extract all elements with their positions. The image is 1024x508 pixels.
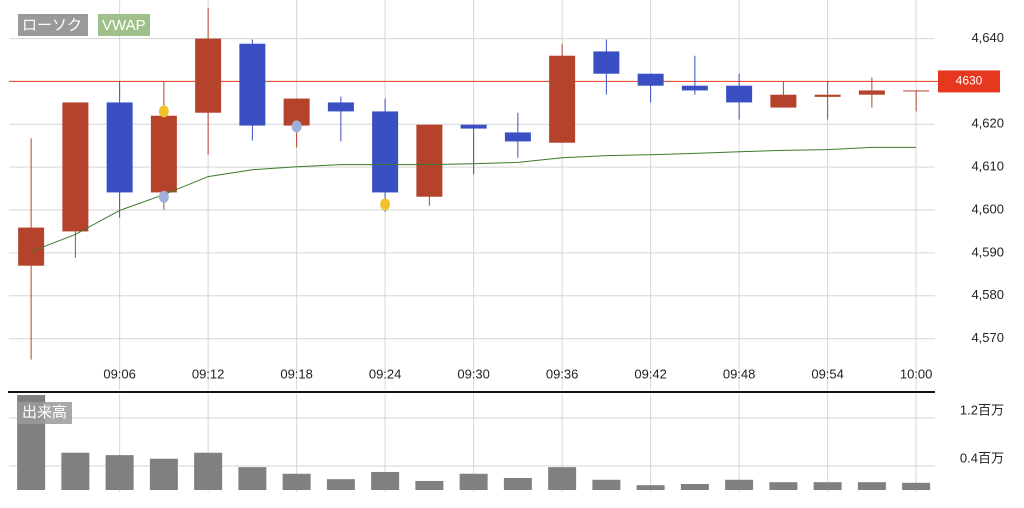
y-tick-label: 0.4百万 xyxy=(960,450,1004,465)
y-tick-label: 4,640 xyxy=(971,30,1004,45)
volume-bar xyxy=(61,452,90,490)
candle-body xyxy=(593,51,620,74)
volume-bar xyxy=(592,479,621,490)
volume-bar xyxy=(636,485,665,490)
legend-label: VWAP xyxy=(102,17,146,34)
volume-bar xyxy=(857,482,886,490)
volume-bar xyxy=(149,458,178,490)
panel-label-box xyxy=(18,402,72,424)
candle-body xyxy=(195,38,222,113)
candle-body xyxy=(150,115,177,193)
candle-body xyxy=(239,43,266,126)
last-price-label: 4630 xyxy=(956,74,983,88)
y-tick-label: 4,600 xyxy=(971,201,1004,216)
volume-bar xyxy=(238,467,267,490)
x-tick-label: 09:54 xyxy=(811,366,844,381)
volume-bar xyxy=(371,471,400,490)
x-tick-label: 09:12 xyxy=(192,366,225,381)
x-tick-label: 09:06 xyxy=(103,366,136,381)
volume-bar xyxy=(769,482,798,490)
y-tick-label: 4,590 xyxy=(971,244,1004,259)
candle-body xyxy=(504,132,531,142)
candle-body xyxy=(416,124,443,197)
candle-body xyxy=(726,85,753,103)
y-tick-label: 4,610 xyxy=(971,159,1004,174)
y-tick-label: 4,570 xyxy=(971,330,1004,345)
volume-bar xyxy=(282,473,311,490)
volume-bar xyxy=(680,483,709,490)
x-tick-label: 09:30 xyxy=(457,366,490,381)
signal-marker xyxy=(291,120,302,133)
candle-body xyxy=(327,102,354,112)
x-tick-label: 09:42 xyxy=(634,366,667,381)
candle-body xyxy=(903,90,930,92)
x-tick-label: 09:36 xyxy=(546,366,579,381)
x-tick-label: 09:24 xyxy=(369,366,402,381)
signal-marker xyxy=(380,198,391,211)
legend-label: ローソク xyxy=(22,17,82,34)
volume-bar xyxy=(503,477,532,490)
y-tick-label: 1.2百万 xyxy=(960,402,1004,417)
legend-box xyxy=(18,14,88,36)
panel-label: 出来高 xyxy=(22,404,67,421)
x-tick-label: 09:18 xyxy=(280,366,313,381)
legend-box xyxy=(98,14,150,36)
volume-bar xyxy=(194,452,223,490)
volume-bar xyxy=(105,455,134,490)
volume-bar xyxy=(326,479,355,490)
candle-body xyxy=(372,111,399,193)
volume-bar xyxy=(459,473,488,490)
x-tick-label: 10:00 xyxy=(900,366,933,381)
y-tick-label: 4,620 xyxy=(971,116,1004,131)
candle-body xyxy=(637,73,664,86)
candle-body xyxy=(858,90,885,95)
candle-body xyxy=(18,227,45,266)
volume-bar xyxy=(725,479,754,490)
y-tick-label: 4,580 xyxy=(971,287,1004,302)
signal-marker xyxy=(158,190,169,203)
x-tick-label: 09:48 xyxy=(723,366,756,381)
volume-bar xyxy=(415,480,444,490)
vwap-line xyxy=(30,146,917,253)
candle-body xyxy=(62,102,89,232)
candle-body xyxy=(681,85,708,91)
candle-body xyxy=(814,94,841,97)
volume-bar xyxy=(548,467,577,490)
volume-bar xyxy=(813,482,842,490)
candle-body xyxy=(106,102,133,193)
signal-marker xyxy=(158,105,169,118)
volume-bar xyxy=(902,482,931,490)
last-price-box xyxy=(938,70,1000,93)
candle-body xyxy=(460,124,487,129)
candle-body xyxy=(549,55,576,143)
candle-body xyxy=(770,94,797,108)
